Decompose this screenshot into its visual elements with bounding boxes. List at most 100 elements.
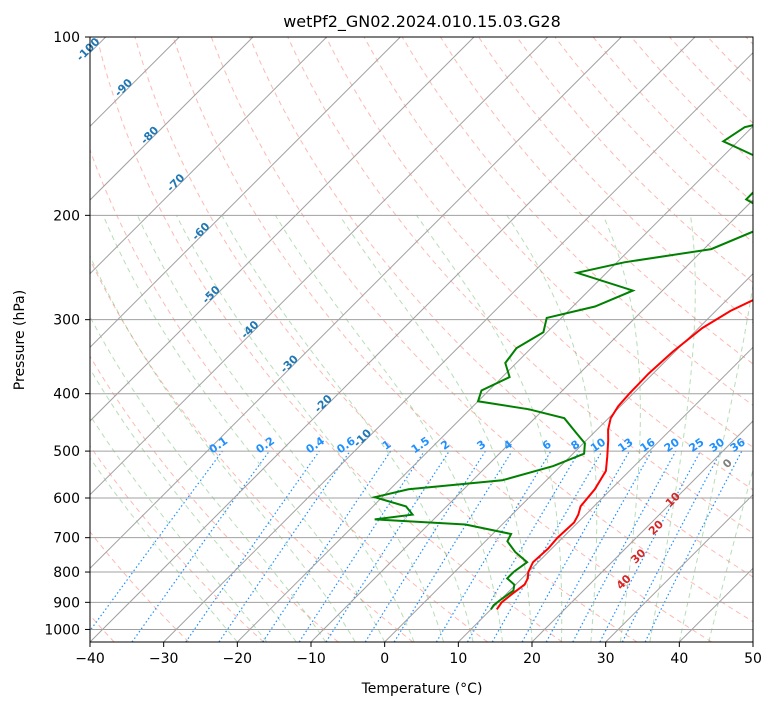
temperature-profile-line bbox=[495, 299, 753, 610]
line-labels: 0.1 0.2 0.4 0.6 1 1.5 2 3 4 6 8 10 13 16 20 25 30 36-100-… bbox=[74, 35, 748, 592]
mixing-ratio-label: 0.2 bbox=[254, 434, 277, 456]
x-tick-label: 0 bbox=[380, 651, 389, 667]
mixing-ratio-label: 8 bbox=[569, 438, 583, 453]
moist-adiabat-line bbox=[221, 215, 474, 642]
y-tick-label: 1000 bbox=[44, 622, 80, 638]
moist-adiabat-line bbox=[90, 367, 297, 642]
mixing-ratio-line bbox=[545, 450, 653, 642]
mixing-ratio-line bbox=[393, 450, 513, 642]
moist-adiabat-label: 40 bbox=[614, 572, 634, 592]
dry-adiabat-line bbox=[210, 37, 753, 623]
x-axis-title: Temperature (°C) bbox=[361, 681, 483, 697]
x-tick-label: −40 bbox=[75, 651, 105, 667]
moist-adiabat-line bbox=[90, 457, 238, 642]
mixing-ratio-line bbox=[572, 450, 677, 642]
dry-adiabat-label: -80 bbox=[138, 124, 161, 147]
moist-adiabat-line bbox=[708, 467, 753, 642]
dry-adiabat-line bbox=[96, 37, 563, 642]
moist-adiabat-line bbox=[339, 215, 533, 642]
plot-frame bbox=[89, 36, 754, 643]
mixing-ratio-label: 3 bbox=[475, 438, 489, 453]
mixing-ratio-line bbox=[185, 450, 320, 642]
mixing-ratio-line bbox=[131, 450, 270, 642]
y-tick-label: 300 bbox=[53, 313, 80, 329]
isotherm-line bbox=[457, 346, 753, 642]
moist-adiabat-line bbox=[416, 215, 563, 642]
mixing-ratio-line bbox=[325, 450, 450, 642]
moist-adiabat-line bbox=[602, 215, 641, 642]
mixing-ratio-label: 20 bbox=[662, 435, 682, 455]
x-tick-label: 30 bbox=[597, 651, 615, 667]
dry-adiabat-line bbox=[478, 37, 753, 324]
mixing-ratio-line bbox=[90, 450, 223, 632]
x-tick-label: 10 bbox=[449, 651, 467, 667]
background-lines bbox=[90, 37, 753, 642]
dry-adiabat-line bbox=[554, 37, 753, 243]
isotherm-line bbox=[531, 420, 753, 642]
mixing-ratio-label: 25 bbox=[687, 436, 707, 455]
dry-adiabat-label: -30 bbox=[278, 352, 301, 375]
dry-adiabat-line bbox=[90, 258, 414, 642]
dry-adiabat-line bbox=[90, 445, 264, 642]
x-tick-label: 50 bbox=[744, 651, 762, 667]
y-tick-label: 900 bbox=[53, 595, 80, 611]
y-tick-label: 600 bbox=[53, 491, 80, 507]
mixing-ratio-line bbox=[364, 450, 486, 642]
isotherm-line bbox=[163, 51, 753, 642]
mixing-ratio-line bbox=[466, 450, 580, 642]
mixing-ratio-line bbox=[262, 450, 392, 642]
dry-adiabat-line bbox=[439, 37, 753, 365]
moist-adiabat-label: 10 bbox=[663, 490, 683, 510]
isotherm-line bbox=[236, 125, 753, 642]
dry-adiabat-line bbox=[249, 37, 753, 578]
isotherm-line bbox=[678, 567, 753, 642]
moist-adiabat-line bbox=[102, 215, 386, 642]
moist-adiabat-line bbox=[506, 215, 598, 642]
dry-adiabat-label: -50 bbox=[200, 283, 223, 306]
dry-adiabat-line bbox=[90, 531, 190, 642]
dry-adiabat-line bbox=[707, 37, 753, 85]
moist-adiabat-line bbox=[136, 215, 415, 642]
mixing-ratio-label: 1.5 bbox=[409, 434, 432, 456]
mixing-ratio-label: 16 bbox=[638, 435, 658, 455]
profile-series bbox=[370, 124, 753, 610]
moist-adiabat-line bbox=[649, 215, 696, 642]
y-tick-label: 700 bbox=[53, 531, 80, 547]
mixing-ratio-label: 13 bbox=[615, 436, 635, 455]
x-tick-label: −20 bbox=[223, 651, 253, 667]
mixing-ratio-line bbox=[644, 450, 743, 642]
dry-adiabat-label: -40 bbox=[238, 318, 261, 341]
isotherm-line bbox=[90, 37, 475, 422]
dry-adiabat-line bbox=[669, 37, 753, 124]
moist-adiabat-line bbox=[175, 215, 445, 642]
isotherm-line bbox=[90, 37, 254, 201]
dry-adiabat-line bbox=[172, 37, 712, 642]
dry-adiabat-line bbox=[90, 148, 488, 642]
moist-adiabat-line bbox=[90, 414, 268, 642]
dry-adiabat-label: -70 bbox=[164, 171, 187, 194]
x-tick-label: −30 bbox=[149, 651, 179, 667]
isotherm-line bbox=[90, 37, 328, 275]
dry-adiabat-line bbox=[516, 37, 753, 284]
mixing-ratio-label: 6 bbox=[540, 438, 554, 453]
dry-adiabat-line bbox=[90, 355, 339, 642]
mixing-ratio-label: 0.1 bbox=[207, 434, 230, 456]
y-tick-label: 200 bbox=[53, 208, 80, 224]
mixing-ratio-label: 36 bbox=[728, 435, 748, 455]
mixing-ratio-label: 10 bbox=[588, 435, 608, 455]
isotherm-line bbox=[752, 641, 753, 642]
isotherm-line bbox=[90, 37, 622, 570]
isotherm-line bbox=[90, 37, 401, 349]
mixing-ratio-line bbox=[298, 450, 425, 642]
grid-lines bbox=[90, 37, 753, 642]
mixing-ratio-line bbox=[218, 450, 351, 642]
dry-adiabat-label: -60 bbox=[189, 220, 212, 243]
y-tick-label: 100 bbox=[53, 30, 80, 46]
dry-adiabat-label: -90 bbox=[112, 76, 135, 99]
isotherm-line bbox=[90, 37, 696, 642]
dry-adiabat-line bbox=[745, 37, 753, 45]
mixing-ratio-line bbox=[435, 450, 552, 642]
chart-title: wetPf2_GN02.2024.010.15.03.G28 bbox=[283, 12, 561, 32]
